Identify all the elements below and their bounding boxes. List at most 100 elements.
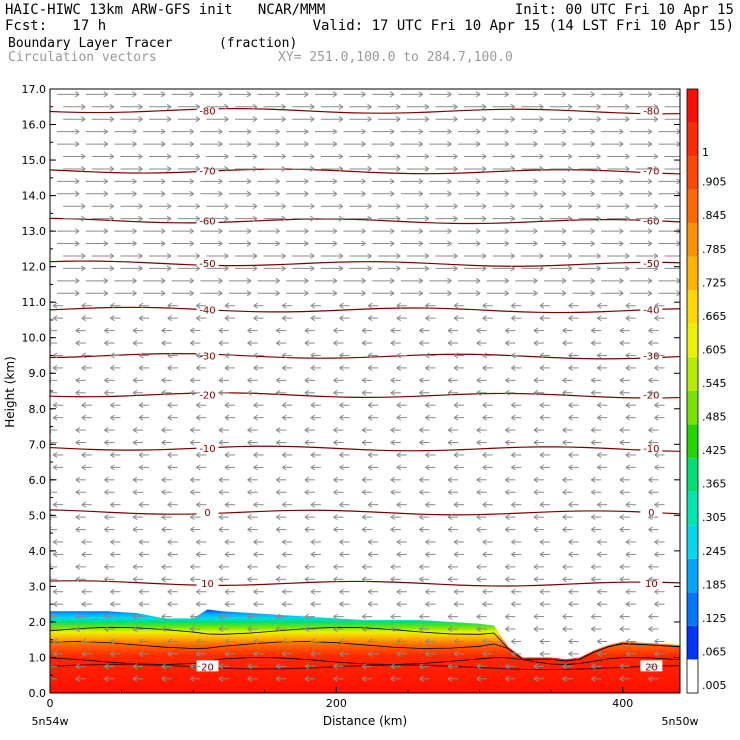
vector-arrowhead [625,650,631,657]
vector-arrowhead [476,613,481,620]
vector-arrowhead [511,315,516,322]
vector-arrowhead [476,489,481,496]
colorbar-swatch [687,525,698,559]
vector-arrowhead [475,228,481,235]
vector-arrowhead [132,576,138,583]
vector-arrowhead [338,265,344,272]
vector-arrowhead [683,216,687,221]
vector-arrowhead [590,128,595,135]
vector-arrowhead [539,588,545,595]
vector-arrowhead [167,464,172,471]
vector-arrowhead [310,650,316,657]
vector-arrowhead [424,253,430,259]
vector-arrowhead [653,116,659,123]
contour-label: -60 [643,216,659,227]
vector-arrowhead [590,277,595,284]
vector-arrowhead [75,663,81,670]
vector-arrowhead [683,104,687,109]
vector-arrowhead [253,452,258,458]
vector-arrowhead [568,551,573,558]
vector-arrowhead [132,439,138,446]
vector-arrowhead [132,228,137,235]
vector-arrowhead [281,501,287,508]
vector-arrowhead [419,663,424,670]
vector-arrowhead [132,178,137,185]
vector-arrowhead [275,290,280,297]
vector-arrowhead [338,103,344,110]
vector-arrowhead [425,452,430,458]
vector-arrowhead [104,626,109,632]
vector-arrowhead [310,501,316,508]
vector-arrowhead [281,452,287,458]
vector-arrowhead [647,240,653,247]
vector-arrowhead [52,364,58,371]
vector-arrowhead [281,352,287,359]
vector-arrowhead [132,377,138,384]
vector-arrowhead [303,91,309,98]
vector-arrowhead [476,675,481,682]
vector-arrowhead [333,427,338,434]
vector-arrowhead [654,302,659,309]
vector-arrowhead [567,116,573,123]
vector-arrowhead [653,253,659,259]
vector-arrowhead [425,402,430,409]
vector-arrowhead [447,514,453,521]
vector-arrowhead [195,215,200,222]
vector-arrowhead [253,464,258,471]
contour-label: -40 [643,305,659,316]
vector-arrowhead [396,364,402,371]
vector-arrowhead [160,240,166,247]
vector-arrowhead [654,402,659,409]
vector-arrowhead [596,464,602,471]
colorbar-swatch [687,357,698,391]
vector-arrowhead [482,452,487,458]
vector-arrowhead [562,377,567,384]
vector-arrowhead [654,650,659,657]
colorbar-swatch [687,122,698,157]
vector-arrowhead [683,253,687,258]
vector-arrowhead [338,116,344,123]
vector-arrowhead [138,153,143,160]
y-tick-label: 0.0 [29,687,47,700]
vector-arrowhead [654,352,659,359]
vector-arrowhead [81,650,87,657]
vector-arrowhead [218,489,224,496]
vector-arrowhead [361,228,366,235]
vector-arrowhead [161,327,166,334]
vector-arrowhead [247,476,252,483]
vector-arrowhead [425,501,430,508]
vector-arrowhead [562,327,567,334]
y-axis-title: Height (km) [3,356,17,427]
vector-arrowhead [619,563,625,570]
vector-arrowhead [138,116,143,123]
vector-arrowhead [475,277,481,284]
vector-arrowhead [390,663,396,670]
vector-arrowhead [619,663,625,670]
vector-arrowhead [390,476,396,483]
vector-arrowhead [218,228,223,235]
vector-arrowhead [475,190,481,197]
vector-arrowhead [533,563,539,570]
vector-arrowhead [138,166,143,172]
vector-arrowhead [447,91,452,98]
vector-arrowhead [505,626,510,632]
vector-arrowhead [253,402,258,409]
vector-arrowhead [596,402,602,409]
vector-arrowhead [138,638,144,645]
vector-arrowhead [590,389,596,396]
vector-arrowhead [654,364,659,371]
vector-arrowhead [418,91,424,98]
vector-arrowhead [109,265,115,272]
vector-arrowhead [224,638,230,645]
vector-arrowhead [309,116,315,123]
colorbar-label: .605 [702,343,727,356]
vector-arrowhead [190,327,195,334]
vector-arrowhead [367,364,373,371]
vector-arrowhead [419,377,424,384]
colorbar-swatch [687,391,698,425]
vector-arrowhead [110,539,115,545]
vector-arrowhead [138,464,144,471]
vector-arrowhead [654,551,659,558]
vector-arrowhead [511,588,516,595]
vector-arrowhead [482,352,487,359]
